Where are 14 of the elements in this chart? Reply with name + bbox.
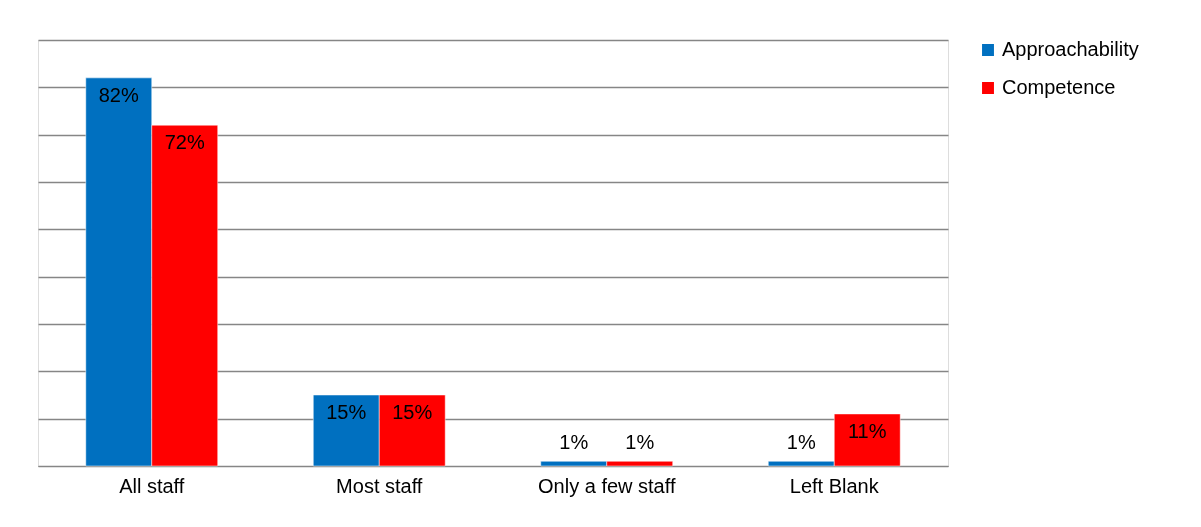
data-label: 1% [625, 431, 655, 454]
data-label: 82% [98, 83, 139, 106]
data-label: 1% [559, 431, 589, 454]
x-tick-label: Only a few staff [538, 474, 676, 497]
data-label: 72% [164, 131, 205, 154]
data-label: 11% [847, 419, 887, 442]
legend-label: Competence [1002, 76, 1116, 98]
data-label: 15% [392, 401, 433, 423]
x-tick-label: Left Blank [789, 474, 880, 497]
x-tick-label: Most staff [336, 474, 423, 497]
legend-label: Approachability [1002, 38, 1139, 60]
data-label: 15% [326, 401, 367, 423]
x-tick-label: All staff [119, 474, 185, 497]
data-label: 1% [786, 431, 816, 454]
